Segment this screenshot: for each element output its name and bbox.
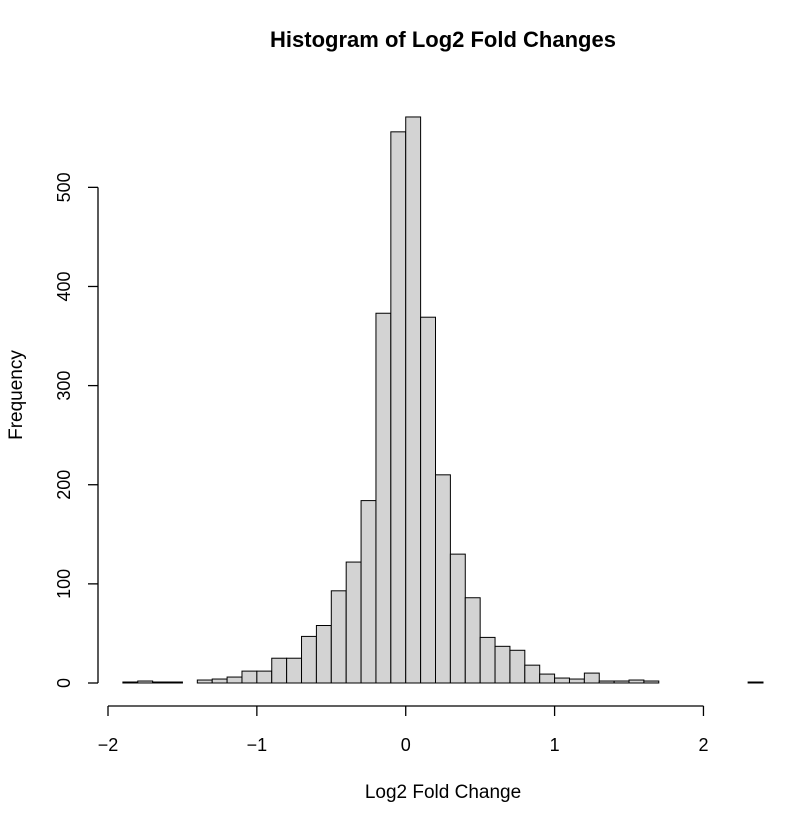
histogram-bar xyxy=(449,553,466,684)
y-axis-label: Frequency xyxy=(6,350,27,440)
y-tick-label: 400 xyxy=(54,271,74,301)
bars-group xyxy=(122,116,764,684)
histogram-bar xyxy=(256,670,273,684)
histogram-bar xyxy=(137,680,154,684)
histogram-bar xyxy=(345,561,362,684)
y-tick-label: 200 xyxy=(54,470,74,500)
histogram-bar xyxy=(211,678,228,684)
histogram-bar xyxy=(122,681,139,684)
histogram-bar xyxy=(330,590,347,684)
y-axis: 0 100 200 300 400 500 xyxy=(54,172,99,688)
histogram-bar xyxy=(241,670,258,684)
histogram-bar xyxy=(226,676,243,684)
x-tick-label: 1 xyxy=(550,735,560,755)
x-tick-label: 0 xyxy=(401,735,411,755)
histogram-bar xyxy=(524,664,541,684)
histogram-bar xyxy=(375,312,392,684)
y-tick-label: 0 xyxy=(54,678,74,688)
x-axis: −2 −1 0 1 2 xyxy=(98,705,708,755)
histogram-bar xyxy=(554,677,570,684)
chart-title: Histogram of Log2 Fold Changes xyxy=(270,27,616,52)
y-tick-label: 500 xyxy=(54,172,74,202)
histogram-bar xyxy=(643,680,660,684)
histogram-bar xyxy=(390,131,407,684)
y-tick-label: 300 xyxy=(54,371,74,401)
histogram-bar xyxy=(598,680,615,684)
histogram-bar xyxy=(494,645,511,684)
histogram-bar xyxy=(286,657,303,684)
histogram-bar xyxy=(613,680,630,684)
x-tick-label: 2 xyxy=(698,735,708,755)
y-tick-label: 100 xyxy=(54,569,74,599)
x-tick-label: −2 xyxy=(98,735,119,755)
histogram-bar xyxy=(301,635,317,684)
histogram-bar xyxy=(271,657,288,684)
histogram-bar xyxy=(405,116,422,684)
histogram-bar xyxy=(196,679,213,684)
histogram-bar xyxy=(167,681,183,684)
histogram-bar xyxy=(509,649,526,684)
histogram-bar xyxy=(152,681,169,684)
histogram-bar xyxy=(628,679,645,684)
histogram-bar xyxy=(315,625,332,684)
histogram-bar xyxy=(568,678,585,684)
histogram-bar xyxy=(435,474,451,684)
histogram-bar xyxy=(539,673,556,684)
histogram-bar xyxy=(464,597,481,684)
histogram-bar xyxy=(420,316,437,684)
histogram-bar xyxy=(479,636,496,684)
histogram-bar xyxy=(360,500,377,684)
histogram-bar xyxy=(583,672,600,684)
x-axis-label: Log2 Fold Change xyxy=(365,782,521,803)
x-tick-label: −1 xyxy=(247,735,268,755)
histogram-bar xyxy=(747,681,764,684)
